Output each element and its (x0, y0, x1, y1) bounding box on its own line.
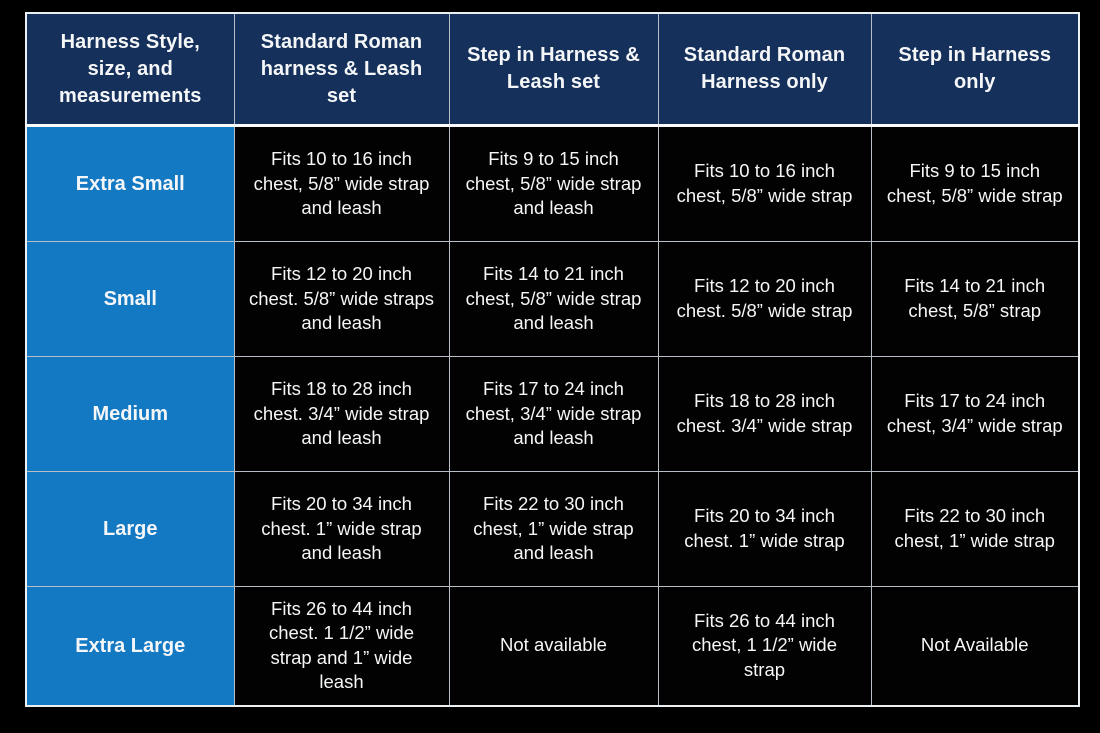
header-cell-standard-roman-only: Standard Roman Harness only (657, 12, 872, 127)
header-cell-style-size: Harness Style, size, and measurements (25, 12, 235, 127)
data-cell: Fits 12 to 20 inch chest. 5/8” wide stra… (657, 241, 872, 357)
row-label: Medium (25, 356, 235, 472)
harness-size-chart: Harness Style, size, and measurements St… (25, 12, 1080, 707)
data-cell: Fits 17 to 24 inch chest, 3/4” wide stra… (448, 356, 659, 472)
data-cell: Fits 10 to 16 inch chest, 5/8” wide stra… (657, 125, 872, 242)
size-chart-table: Harness Style, size, and measurements St… (25, 12, 1080, 707)
row-label: Large (25, 471, 235, 587)
data-cell: Fits 22 to 30 inch chest, 1” wide strap (870, 471, 1080, 587)
data-cell: Fits 10 to 16 inch chest, 5/8” wide stra… (233, 125, 450, 242)
table-row-medium: Medium Fits 18 to 28 inch chest. 3/4” wi… (25, 356, 1080, 472)
data-cell: Fits 18 to 28 inch chest. 3/4” wide stra… (657, 356, 872, 472)
table-row-small: Small Fits 12 to 20 inch chest. 5/8” wid… (25, 241, 1080, 357)
data-cell: Fits 26 to 44 inch chest, 1 1/2” wide st… (657, 586, 872, 706)
row-label: Extra Large (25, 586, 235, 706)
data-cell: Fits 26 to 44 inch chest. 1 1/2” wide st… (233, 586, 450, 706)
data-cell: Fits 18 to 28 inch chest. 3/4” wide stra… (233, 356, 450, 472)
data-cell: Not available (448, 586, 659, 706)
table-row-large: Large Fits 20 to 34 inch chest. 1” wide … (25, 471, 1080, 587)
data-cell: Not Available (870, 586, 1080, 706)
row-label: Small (25, 241, 235, 357)
table-row-extra-large: Extra Large Fits 26 to 44 inch chest. 1 … (25, 586, 1080, 706)
header-cell-step-in-leash-set: Step in Harness & Leash set (448, 12, 659, 127)
data-cell: Fits 9 to 15 inch chest, 5/8” wide strap… (448, 125, 659, 242)
data-cell: Fits 12 to 20 inch chest. 5/8” wide stra… (233, 241, 450, 357)
data-cell: Fits 14 to 21 inch chest, 5/8” wide stra… (448, 241, 659, 357)
header-cell-step-in-only: Step in Harness only (870, 12, 1080, 127)
data-cell: Fits 22 to 30 inch chest, 1” wide strap … (448, 471, 659, 587)
data-cell: Fits 17 to 24 inch chest, 3/4” wide stra… (870, 356, 1080, 472)
table-row-extra-small: Extra Small Fits 10 to 16 inch chest, 5/… (25, 125, 1080, 242)
data-cell: Fits 9 to 15 inch chest, 5/8” wide strap (870, 125, 1080, 242)
data-cell: Fits 20 to 34 inch chest. 1” wide strap (657, 471, 872, 587)
header-cell-standard-roman-leash-set: Standard Roman harness & Leash set (233, 12, 450, 127)
header-row: Harness Style, size, and measurements St… (25, 12, 1080, 127)
row-label: Extra Small (25, 125, 235, 242)
data-cell: Fits 14 to 21 inch chest, 5/8” strap (870, 241, 1080, 357)
table-body: Extra Small Fits 10 to 16 inch chest, 5/… (25, 125, 1080, 706)
table-header: Harness Style, size, and measurements St… (25, 12, 1080, 127)
data-cell: Fits 20 to 34 inch chest. 1” wide strap … (233, 471, 450, 587)
